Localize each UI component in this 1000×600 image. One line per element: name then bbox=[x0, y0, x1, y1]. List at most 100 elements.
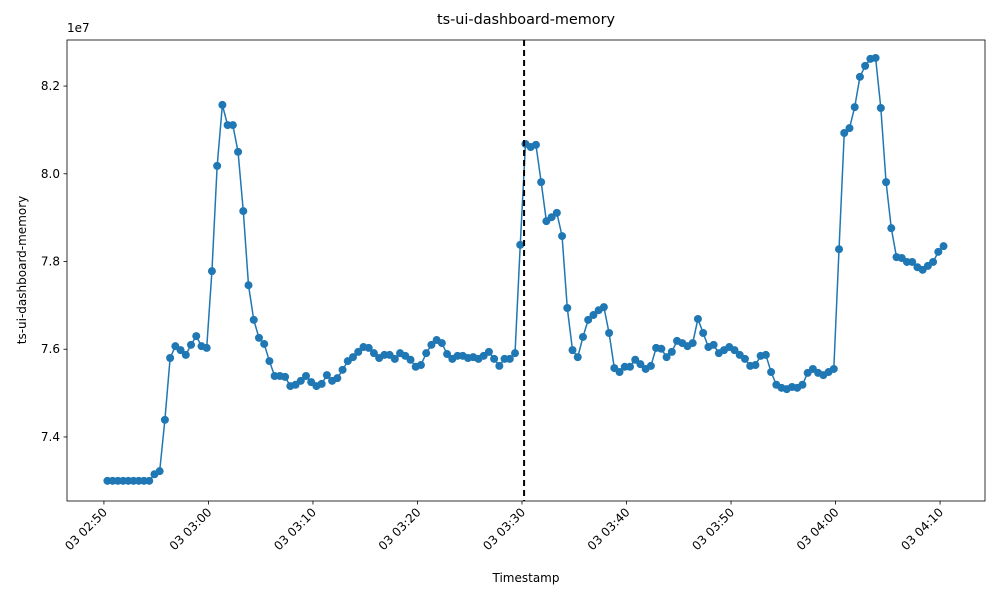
point bbox=[145, 476, 154, 485]
point bbox=[855, 72, 864, 81]
point bbox=[260, 339, 269, 348]
point bbox=[584, 315, 593, 324]
point bbox=[563, 304, 572, 313]
point bbox=[166, 354, 175, 363]
point bbox=[589, 311, 598, 320]
point bbox=[181, 350, 190, 359]
point bbox=[599, 303, 608, 312]
point bbox=[484, 347, 493, 356]
point bbox=[239, 207, 248, 216]
point bbox=[646, 361, 655, 370]
point bbox=[265, 357, 274, 366]
point bbox=[934, 247, 943, 256]
point bbox=[845, 124, 854, 133]
chart-title: ts-ui-dashboard-memory bbox=[437, 12, 616, 28]
point bbox=[887, 224, 896, 233]
x-tick-label: 03 03:00 bbox=[167, 505, 215, 553]
point bbox=[505, 354, 514, 363]
y-tick-label: 8.2 bbox=[41, 79, 60, 93]
point bbox=[605, 329, 614, 338]
y-tick-label: 7.6 bbox=[41, 342, 60, 356]
x-tick-label: 03 02:50 bbox=[62, 505, 110, 553]
point bbox=[693, 314, 702, 323]
point bbox=[406, 355, 415, 364]
point bbox=[829, 364, 838, 373]
x-tick-label: 03 03:40 bbox=[585, 505, 633, 553]
point bbox=[615, 368, 624, 377]
point bbox=[192, 332, 201, 341]
point bbox=[876, 103, 885, 112]
x-axis-label: Timestamp bbox=[492, 571, 560, 585]
point bbox=[552, 208, 561, 217]
y-tick-label: 7.8 bbox=[41, 255, 60, 269]
point bbox=[416, 361, 425, 370]
point bbox=[939, 242, 948, 251]
point bbox=[662, 353, 671, 362]
point bbox=[547, 213, 556, 222]
point bbox=[234, 147, 243, 156]
point bbox=[568, 346, 577, 355]
point bbox=[688, 339, 697, 348]
point bbox=[443, 350, 452, 359]
point bbox=[573, 353, 582, 362]
point bbox=[531, 140, 540, 149]
point bbox=[699, 329, 708, 338]
point bbox=[490, 354, 499, 363]
point bbox=[578, 332, 587, 341]
point bbox=[511, 349, 520, 358]
point bbox=[740, 354, 749, 363]
point bbox=[281, 372, 290, 381]
axes-frame bbox=[66, 39, 986, 502]
point bbox=[751, 361, 760, 370]
point bbox=[369, 349, 378, 358]
point bbox=[636, 360, 645, 369]
point bbox=[537, 178, 546, 187]
y-tick-label: 8.0 bbox=[41, 167, 60, 181]
point bbox=[835, 245, 844, 254]
y-tick-label: 7.4 bbox=[41, 430, 60, 444]
y-axis-label: ts-ui-dashboard-memory bbox=[15, 196, 29, 345]
point bbox=[558, 232, 567, 241]
point bbox=[338, 365, 347, 374]
point bbox=[840, 128, 849, 137]
point bbox=[155, 467, 164, 476]
point bbox=[767, 368, 776, 377]
point bbox=[244, 281, 253, 290]
point bbox=[317, 379, 326, 388]
point bbox=[625, 362, 634, 371]
point bbox=[349, 353, 358, 362]
point bbox=[871, 53, 880, 62]
x-tick-label: 03 03:20 bbox=[376, 505, 424, 553]
point bbox=[390, 354, 399, 363]
point bbox=[709, 340, 718, 349]
point bbox=[322, 371, 331, 380]
point bbox=[228, 121, 237, 130]
point bbox=[202, 343, 211, 352]
point bbox=[333, 374, 342, 383]
point bbox=[929, 257, 938, 266]
point bbox=[437, 339, 446, 348]
point bbox=[364, 343, 373, 352]
point bbox=[354, 347, 363, 356]
point bbox=[657, 344, 666, 353]
point bbox=[213, 161, 222, 170]
x-tick-label: 03 03:10 bbox=[271, 505, 319, 553]
point bbox=[160, 415, 169, 424]
x-tick-label: 03 03:30 bbox=[480, 505, 528, 553]
point bbox=[495, 361, 504, 370]
x-tick-label: 03 03:50 bbox=[689, 505, 737, 553]
point bbox=[422, 349, 431, 358]
point bbox=[301, 371, 310, 380]
x-tick-label: 03 04:00 bbox=[794, 505, 842, 553]
point bbox=[882, 178, 891, 187]
point bbox=[427, 340, 436, 349]
offset-text: 1e7 bbox=[67, 21, 90, 35]
point bbox=[296, 376, 305, 385]
point bbox=[249, 315, 258, 324]
point bbox=[207, 267, 216, 276]
point bbox=[730, 346, 739, 355]
point bbox=[176, 346, 185, 355]
point bbox=[798, 380, 807, 389]
point bbox=[667, 347, 676, 356]
